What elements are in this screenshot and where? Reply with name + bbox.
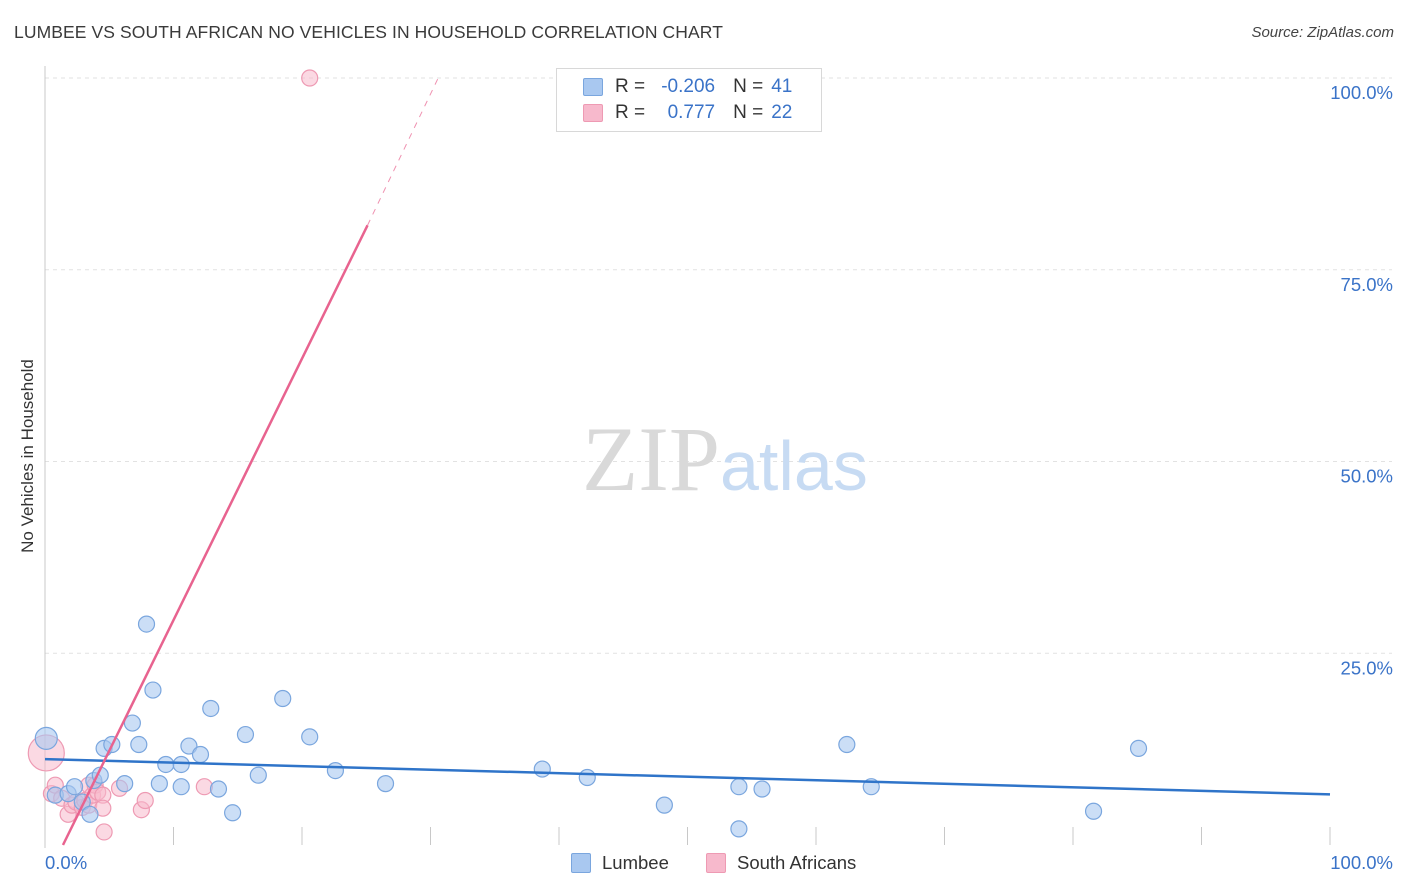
lumbee-point <box>274 689 292 708</box>
x-tick-label-min: 0.0% <box>45 852 87 873</box>
south-africans-swatch <box>583 104 603 122</box>
tick-labels: 25.0% 50.0% 75.0% 100.0% 0.0% 100.0% <box>45 82 1393 873</box>
trend-lines <box>44 77 1331 846</box>
lumbee-point <box>209 780 228 798</box>
lumbee-n-value: 41 <box>771 76 793 97</box>
lumbee-swatch <box>583 78 603 96</box>
lumbee-point <box>123 714 141 732</box>
series-legend: Lumbee South Africans <box>0 852 1406 878</box>
lumbee-point <box>34 726 58 750</box>
lumbee-r-label: R = <box>615 76 646 97</box>
lumbee-point <box>578 768 596 787</box>
lumbee-point <box>130 735 148 754</box>
lumbee-point <box>838 735 856 754</box>
lumbee-point <box>191 745 210 764</box>
lumbee-point <box>533 760 551 778</box>
chart-title: LUMBEE VS SOUTH AFRICAN NO VEHICLES IN H… <box>14 22 723 42</box>
lumbee-point <box>1084 802 1103 820</box>
lumbee-point <box>116 775 134 793</box>
south-africans-n-value: 22 <box>771 102 793 123</box>
lumbee-point <box>730 778 748 796</box>
lumbee-point <box>730 820 748 838</box>
south-africans-points <box>27 69 319 841</box>
watermark-atlas: atlas <box>720 427 868 505</box>
lumbee-point <box>157 755 175 774</box>
lumbee-point <box>150 775 168 793</box>
lumbee-legend-swatch <box>571 853 591 873</box>
lumbee-point <box>655 796 673 814</box>
lumbee-r-value: -0.206 <box>661 76 716 97</box>
south-africans-point <box>95 823 113 841</box>
south-africans-legend-swatch <box>706 853 726 873</box>
lumbee-point <box>81 805 99 823</box>
south-africans-point <box>136 791 154 810</box>
correlation-legend: R = -0.206 N = 41 R = 0.777 N = 22 <box>556 68 822 132</box>
legend-row-south-africans: R = 0.777 N = 22 <box>583 101 792 125</box>
south-africans-r-value: 0.777 <box>667 102 716 123</box>
lumbee-point <box>180 737 198 755</box>
legend-item-south-africans[interactable]: South Africans <box>706 852 856 874</box>
lumbee-legend-label: Lumbee <box>602 852 669 873</box>
lumbee-point <box>249 766 267 784</box>
y-tick-label: 100.0% <box>1330 82 1393 103</box>
south-africans-trend-line <box>61 224 369 846</box>
y-axis-title: No Vehicles in Household <box>18 359 37 553</box>
lumbee-points <box>34 615 1148 838</box>
lumbee-n-label: N = <box>733 76 764 97</box>
south-africans-point <box>195 778 213 796</box>
lumbee-point <box>236 725 255 744</box>
y-tick-label: 50.0% <box>1341 466 1393 487</box>
south-africans-trend-extension <box>367 77 439 226</box>
legend-row-lumbee: R = -0.206 N = 41 <box>583 75 792 99</box>
lumbee-point <box>202 699 220 718</box>
grid-lines <box>45 77 1392 654</box>
lumbee-point <box>1129 739 1148 757</box>
south-africans-r-label: R = <box>615 102 646 123</box>
lumbee-point <box>326 762 345 780</box>
lumbee-point <box>144 681 162 699</box>
south-africans-point <box>301 69 319 87</box>
watermark: ZIP atlas <box>582 408 868 510</box>
lumbee-point <box>65 778 84 796</box>
lumbee-trend-line <box>44 757 1331 796</box>
lumbee-point <box>172 755 190 774</box>
axes <box>44 66 1331 848</box>
lumbee-point <box>172 778 190 796</box>
south-africans-legend-label: South Africans <box>737 852 857 873</box>
lumbee-point <box>224 804 242 822</box>
lumbee-point <box>753 780 771 798</box>
lumbee-point <box>301 728 319 746</box>
watermark-zip: ZIP <box>582 408 720 510</box>
source-label: Source: ZipAtlas.com <box>1251 24 1394 41</box>
y-tick-label: 75.0% <box>1341 274 1393 295</box>
legend-item-lumbee[interactable]: Lumbee <box>571 852 669 874</box>
y-tick-label: 25.0% <box>1341 657 1393 678</box>
south-africans-n-label: N = <box>733 102 764 123</box>
x-tick-label-max: 100.0% <box>1330 852 1393 873</box>
lumbee-point <box>137 615 156 633</box>
lumbee-point <box>376 775 395 793</box>
